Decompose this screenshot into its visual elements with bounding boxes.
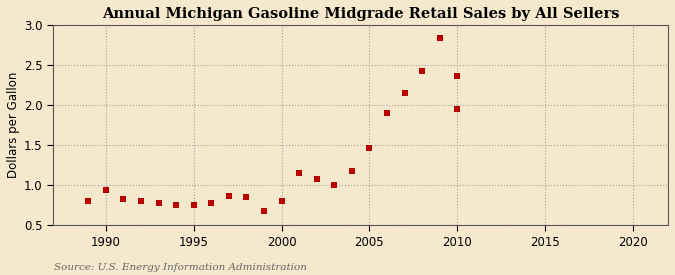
Point — [311, 177, 322, 181]
Point — [171, 203, 182, 208]
Point — [364, 145, 375, 150]
Point — [118, 197, 129, 201]
Point — [276, 199, 287, 204]
Point — [136, 198, 146, 203]
Point — [206, 201, 217, 205]
Point — [416, 69, 427, 74]
Point — [381, 111, 392, 115]
Point — [223, 194, 234, 198]
Point — [83, 199, 94, 204]
Y-axis label: Dollars per Gallon: Dollars per Gallon — [7, 72, 20, 178]
Text: Source: U.S. Energy Information Administration: Source: U.S. Energy Information Administ… — [54, 263, 307, 272]
Point — [294, 171, 304, 175]
Point — [434, 35, 445, 40]
Point — [153, 201, 164, 205]
Point — [188, 203, 199, 208]
Title: Annual Michigan Gasoline Midgrade Retail Sales by All Sellers: Annual Michigan Gasoline Midgrade Retail… — [102, 7, 620, 21]
Point — [259, 209, 269, 213]
Point — [241, 195, 252, 200]
Point — [329, 183, 340, 188]
Point — [452, 74, 462, 78]
Point — [399, 91, 410, 95]
Point — [346, 169, 357, 173]
Point — [101, 188, 111, 192]
Point — [452, 107, 462, 111]
